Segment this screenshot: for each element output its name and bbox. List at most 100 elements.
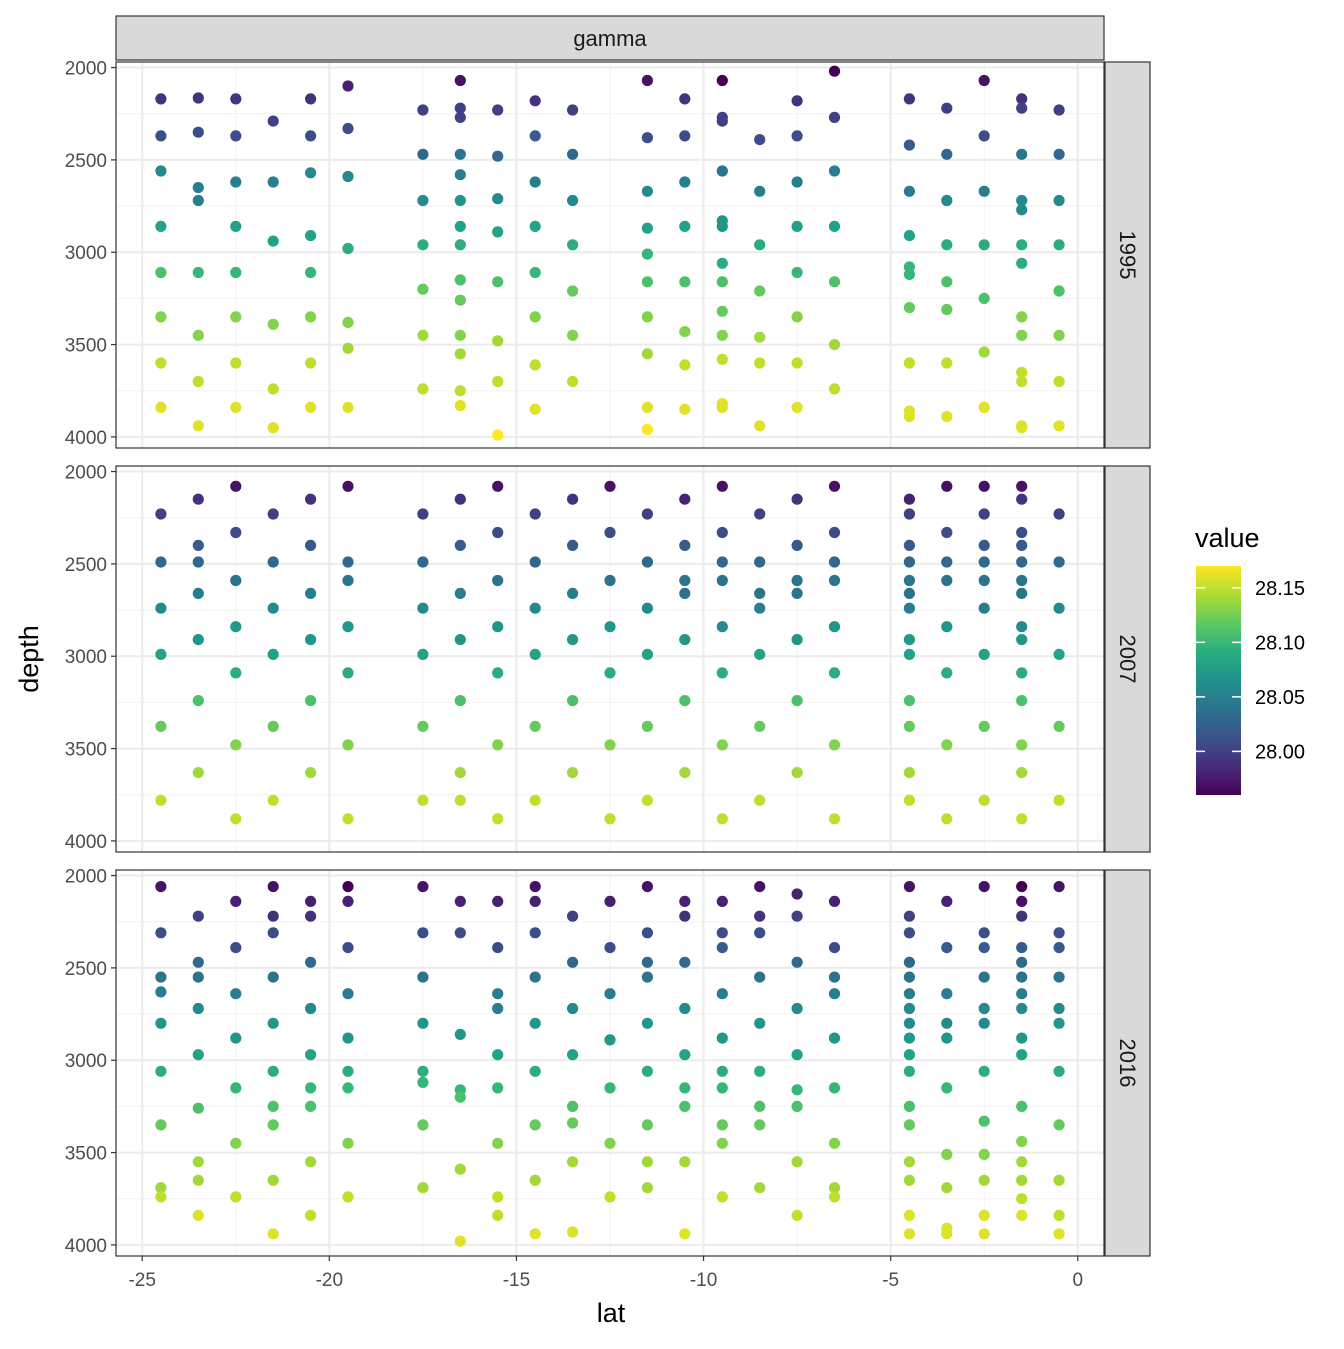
data-point <box>941 148 953 160</box>
data-point <box>903 587 916 600</box>
facet-column-label: gamma <box>573 26 647 51</box>
data-point <box>641 794 654 806</box>
data-point <box>155 130 167 142</box>
y-tick-label: 2000 <box>65 59 107 80</box>
data-point <box>604 480 616 492</box>
panel-points <box>155 480 1065 825</box>
data-point <box>267 881 279 893</box>
data-point <box>679 539 691 552</box>
data-point <box>754 881 766 893</box>
data-point <box>941 1032 953 1044</box>
data-point <box>903 1156 916 1168</box>
data-point <box>1016 311 1028 323</box>
legend-ticks: 28.15 28.10 28.05 28.00 <box>1196 578 1305 763</box>
data-point <box>791 695 803 707</box>
data-point <box>978 602 990 614</box>
data-point <box>567 375 579 388</box>
data-point <box>791 1084 803 1096</box>
data-point <box>941 194 953 207</box>
data-point <box>492 1082 504 1094</box>
data-point <box>978 927 990 939</box>
data-point <box>192 971 204 983</box>
data-point <box>828 1082 841 1094</box>
data-point <box>267 1228 279 1240</box>
data-point <box>492 621 504 633</box>
data-point <box>1053 375 1065 388</box>
data-point <box>641 1182 654 1194</box>
data-point <box>342 667 354 679</box>
data-point <box>417 1182 429 1194</box>
data-point <box>305 587 317 600</box>
panel-grid <box>116 62 1104 448</box>
data-point <box>567 1049 579 1061</box>
data-point <box>492 942 504 954</box>
data-point <box>754 508 766 520</box>
panel-grid <box>116 870 1104 1256</box>
data-point <box>903 556 916 568</box>
data-point <box>903 1174 916 1186</box>
data-point <box>492 526 504 539</box>
data-point <box>978 539 990 552</box>
data-point <box>941 813 953 825</box>
data-point <box>230 311 242 323</box>
data-point <box>941 276 953 288</box>
y-tick-label: 4000 <box>65 1236 107 1257</box>
data-point <box>679 1156 691 1168</box>
data-point <box>192 695 204 707</box>
data-point <box>604 1082 616 1094</box>
data-point <box>754 285 766 297</box>
data-point <box>716 927 728 939</box>
data-point <box>791 311 803 323</box>
data-point <box>342 988 354 1000</box>
data-point <box>1016 739 1028 751</box>
data-point <box>155 720 167 733</box>
data-point <box>192 194 204 207</box>
data-point <box>567 1100 579 1112</box>
data-point <box>828 942 841 954</box>
panel-border <box>115 465 1105 853</box>
data-point <box>192 1156 204 1168</box>
data-point <box>155 602 167 614</box>
data-point <box>567 910 579 922</box>
data-point <box>342 1191 354 1203</box>
data-point <box>305 93 317 105</box>
data-point <box>267 176 279 188</box>
data-point <box>604 1034 616 1046</box>
data-point <box>604 813 616 825</box>
data-point <box>1016 587 1028 600</box>
data-point <box>903 139 916 151</box>
data-point <box>679 130 691 142</box>
data-point <box>342 895 354 908</box>
data-point <box>641 881 654 893</box>
x-tick-label: 0 <box>1073 1270 1084 1291</box>
legend-tick-label: 28.10 <box>1255 632 1305 654</box>
data-point <box>1016 93 1028 105</box>
data-point <box>1053 239 1065 251</box>
data-point <box>754 910 766 922</box>
color-legend: value 28.15 28.10 28.05 28.00 <box>1195 523 1305 795</box>
data-point <box>978 1228 990 1240</box>
data-point <box>192 1002 204 1015</box>
data-point <box>305 167 317 179</box>
data-point <box>230 988 242 1000</box>
data-point <box>941 621 953 633</box>
data-point <box>716 739 728 751</box>
data-point <box>978 508 990 520</box>
data-point <box>716 1032 728 1044</box>
data-point <box>417 971 429 983</box>
data-point <box>492 276 504 288</box>
data-point <box>1053 971 1065 983</box>
data-point <box>192 493 204 505</box>
data-point <box>529 794 541 806</box>
data-point <box>417 383 429 395</box>
data-point <box>791 266 803 279</box>
data-point <box>978 292 990 304</box>
data-point <box>1053 194 1065 207</box>
data-point <box>791 176 803 188</box>
data-point <box>529 508 541 520</box>
data-point <box>1053 1065 1065 1077</box>
data-point <box>978 74 990 87</box>
data-point <box>941 895 953 908</box>
data-point <box>529 895 541 908</box>
data-point <box>230 130 242 142</box>
